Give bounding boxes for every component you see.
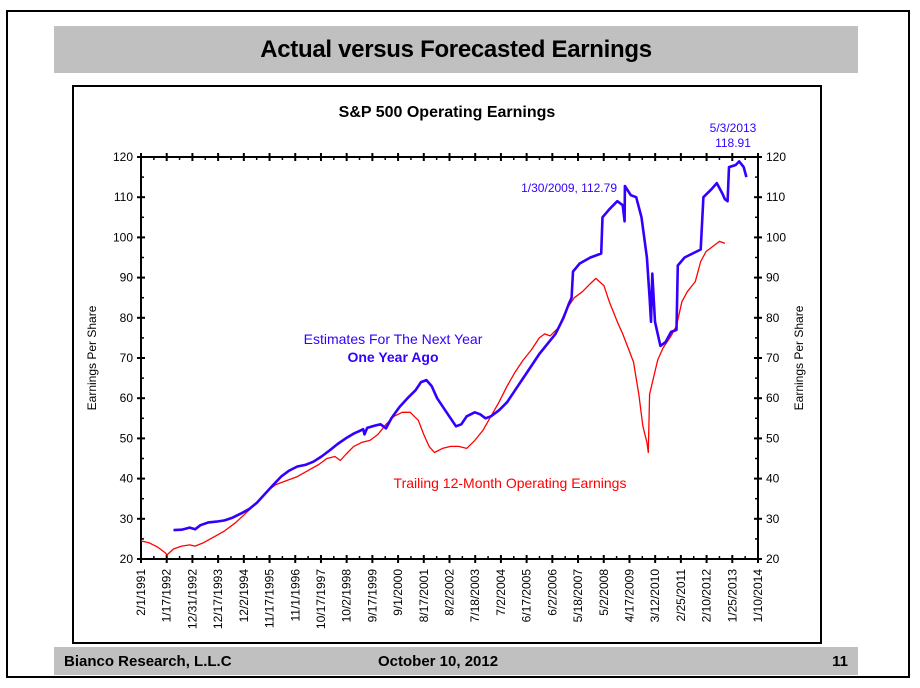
footer-company: Bianco Research, L.L.C [64, 653, 232, 670]
x-tick-label: 7/2/2004 [494, 569, 508, 616]
y-tick-label-left: 80 [120, 311, 134, 325]
y-tick-label-right: 90 [766, 271, 780, 285]
y-tick-label-left: 90 [120, 271, 134, 285]
annotation-2009-peak: 1/30/2009, 112.79 [521, 181, 617, 195]
chart-frame [72, 85, 822, 644]
x-tick-label: 10/2/1998 [340, 569, 354, 623]
slide-footer: Bianco Research, L.L.C October 10, 2012 … [54, 647, 858, 675]
estimates-line [173, 160, 748, 532]
x-tick-label: 6/17/2005 [520, 569, 534, 623]
axes [140, 156, 759, 560]
y-tick-label-left: 100 [113, 230, 133, 244]
y-tick-label-left: 50 [120, 431, 134, 445]
x-tick-label: 6/2/2006 [545, 569, 559, 616]
y-axis-right-title: Earnings Per Share [792, 305, 806, 410]
y-tick-label-right: 30 [766, 512, 780, 526]
x-tick-label: 12/2/1994 [237, 569, 251, 623]
series-layer [140, 160, 748, 556]
x-tick-label: 11/17/1995 [263, 569, 277, 628]
annotation-2013-value: 118.91 [715, 136, 751, 150]
trailing-label: Trailing 12-Month Operating Earnings [394, 475, 627, 491]
y-tick-label-right: 70 [766, 351, 780, 365]
y-axis-right-ticks: 20 30 40 50 60 70 80 90 100 110 120 [754, 150, 786, 566]
y-tick-label-left: 40 [120, 472, 134, 486]
footer-date: October 10, 2012 [378, 653, 499, 670]
x-tick-label: 2/25/2011 [674, 569, 688, 622]
y-axis-left-ticks: 20 30 40 50 60 70 80 90 100 110 120 [113, 150, 145, 566]
x-tick-label: 9/17/1999 [365, 569, 379, 623]
y-tick-label-right: 60 [766, 391, 780, 405]
y-tick-label-left: 120 [113, 150, 133, 164]
x-tick-label: 5/2/2008 [597, 569, 611, 616]
x-tick-label: 11/1/1996 [288, 569, 302, 622]
x-tick-label: 8/17/2001 [417, 569, 431, 623]
x-tick-label: 9/1/2000 [391, 569, 405, 616]
y-axis-left-title: Earnings Per Share [85, 305, 99, 410]
y-tick-label-left: 20 [120, 552, 134, 566]
y-tick-label-right: 40 [766, 472, 780, 486]
x-tick-label: 1/25/2013 [725, 569, 739, 623]
x-tick-label: 7/18/2003 [468, 569, 482, 623]
y-tick-label-left: 30 [120, 512, 134, 526]
slide-frame [6, 10, 910, 678]
y-tick-label-left: 70 [120, 351, 134, 365]
x-tick-label: 12/17/1993 [211, 569, 225, 629]
x-tick-label: 3/12/2010 [648, 569, 662, 623]
slide-title: Actual versus Forecasted Earnings [260, 35, 652, 63]
y-tick-label-right: 20 [766, 552, 780, 566]
y-tick-label-right: 50 [766, 431, 780, 445]
y-tick-label-right: 100 [766, 230, 786, 244]
y-tick-label-left: 110 [114, 190, 133, 204]
x-axis-ticks: 2/1/1991 1/17/1992 12/31/1992 12/17/1993 12/… [134, 153, 765, 629]
y-tick-label-right: 120 [766, 150, 786, 164]
x-tick-label: 2/1/1991 [134, 569, 148, 616]
chart-title: S&P 500 Operating Earnings [339, 104, 556, 121]
x-tick-label: 1/10/2014 [751, 569, 765, 623]
estimates-label-sub: One Year Ago [347, 349, 438, 365]
y-tick-label-left: 60 [120, 391, 134, 405]
trailing-line [140, 240, 726, 556]
annotation-2013-date: 5/3/2013 [710, 121, 757, 135]
slide-title-band: Actual versus Forecasted Earnings [54, 26, 858, 73]
estimates-label: Estimates For The Next Year [304, 331, 483, 347]
x-tick-label: 5/18/2007 [571, 569, 585, 623]
y-tick-label-right: 110 [766, 190, 785, 204]
x-tick-label: 10/17/1997 [314, 569, 328, 629]
x-tick-label: 1/17/1992 [160, 569, 174, 623]
page-number: 11 [832, 653, 848, 670]
x-tick-label: 12/31/1992 [185, 569, 199, 629]
x-tick-label: 4/17/2009 [622, 569, 636, 623]
y-tick-label-right: 80 [766, 311, 780, 325]
x-tick-label: 2/10/2012 [700, 569, 714, 623]
x-tick-label: 8/2/2002 [443, 569, 457, 616]
